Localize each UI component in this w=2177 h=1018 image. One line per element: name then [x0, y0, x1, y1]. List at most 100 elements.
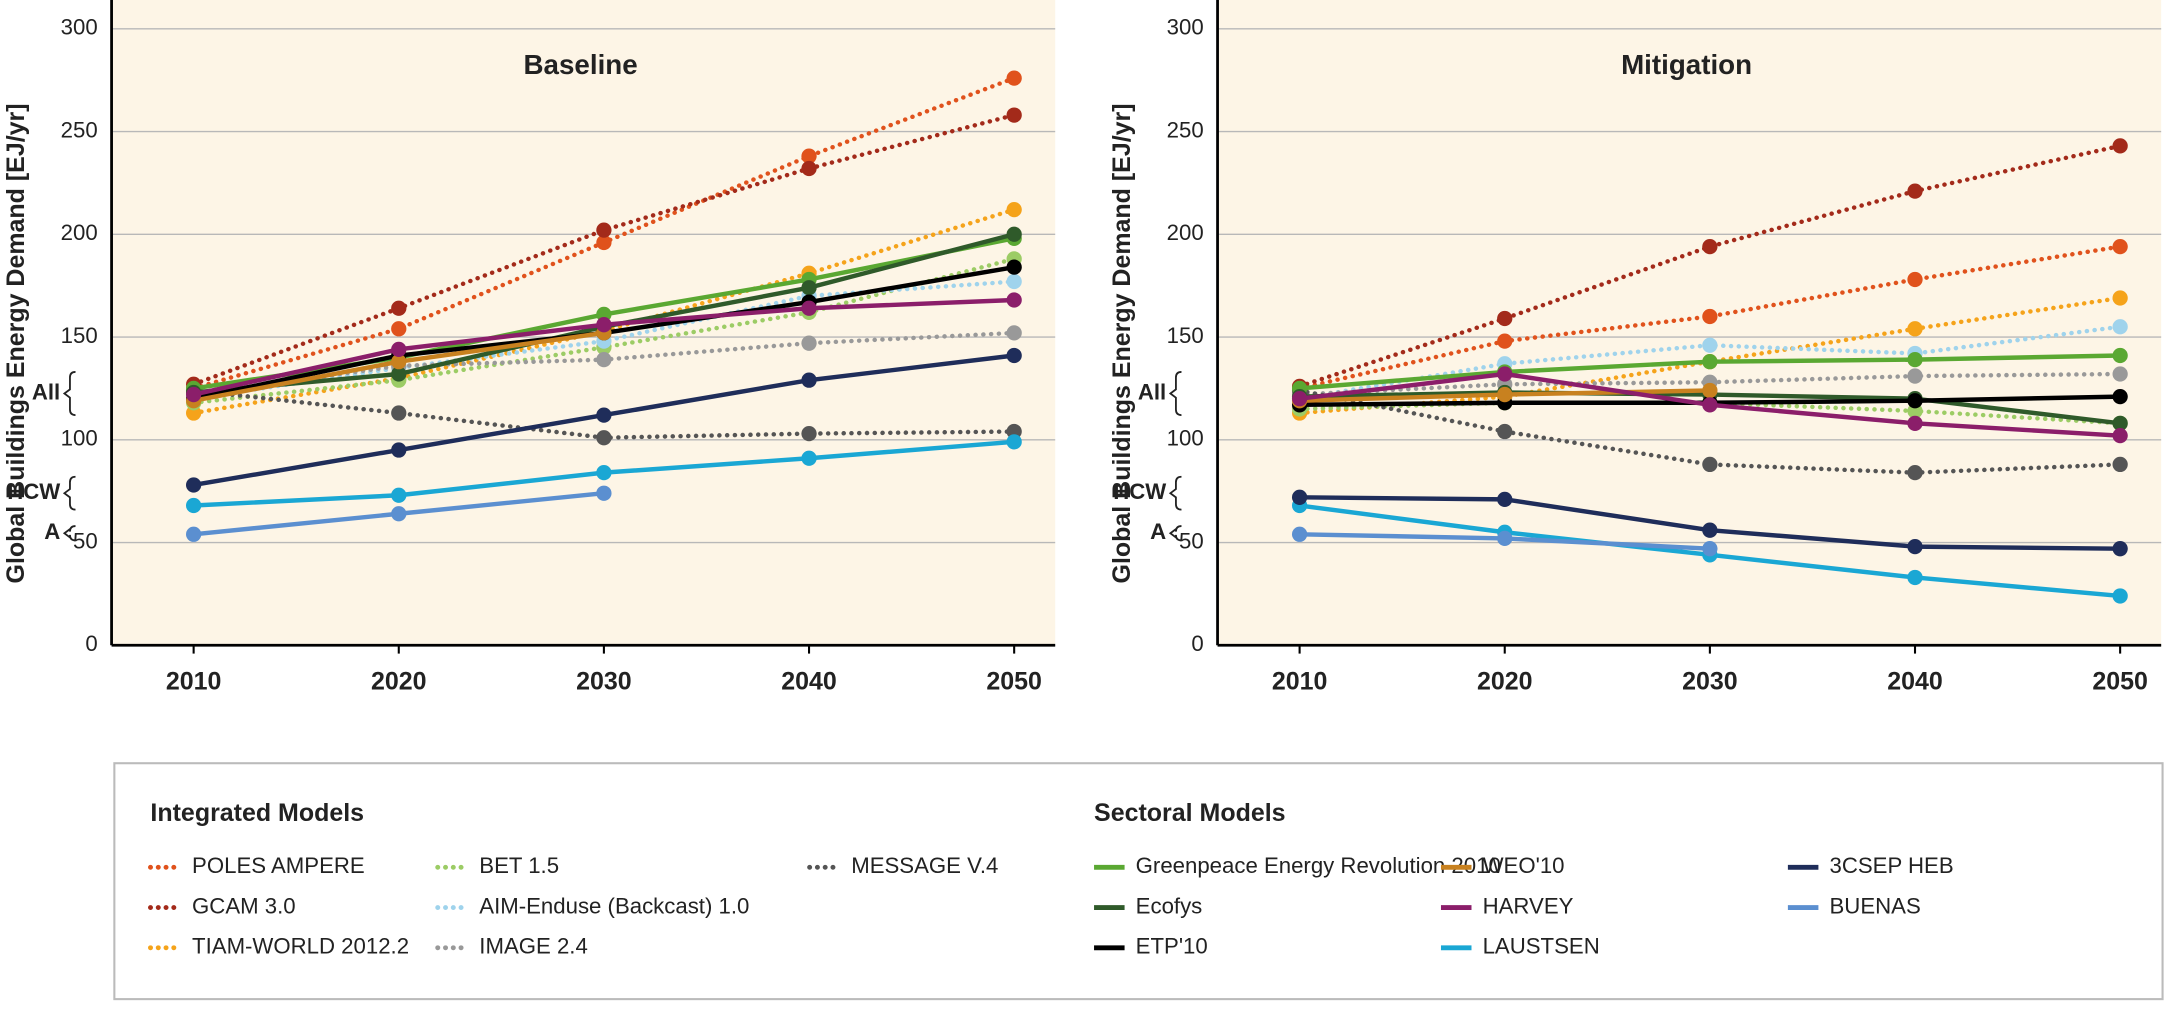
y-tick-label: 150: [61, 323, 98, 348]
data-point: [1497, 310, 1513, 327]
data-point: [1907, 393, 1923, 409]
data-point: [2112, 415, 2128, 431]
data-point: [2112, 319, 2128, 335]
data-point: [2112, 456, 2128, 473]
legend-label: IMAGE 2.4: [479, 934, 588, 959]
series-line: [1297, 388, 2123, 475]
x-tick-label: 2020: [371, 667, 427, 695]
data-point: [1702, 308, 1718, 325]
y-axis-label: Global Buildings Energy Demand [EJ/yr]: [2, 103, 30, 583]
legend-label: GCAM 3.0: [192, 893, 296, 918]
y-tick-label: 150: [1167, 323, 1204, 348]
y-tick-label: 250: [61, 117, 98, 142]
data-point: [1907, 351, 1923, 368]
data-point: [1497, 423, 1513, 440]
legend-label: ETP'10: [1136, 934, 1208, 959]
annotation-brace: [62, 475, 76, 511]
data-point: [801, 148, 817, 164]
data-point: [1907, 368, 1923, 384]
x-tick-label: 2050: [2092, 667, 2148, 695]
data-point: [1006, 434, 1022, 450]
data-point: [1497, 530, 1513, 547]
data-point: [1497, 491, 1513, 507]
data-point: [1702, 337, 1718, 353]
legend-label: AIM-Enduse (Backcast) 1.0: [479, 893, 749, 918]
data-point: [1907, 538, 1923, 555]
y-tick-label: 250: [1167, 117, 1204, 142]
annotation-brace: [1168, 525, 1182, 542]
chart-title: Mitigation: [1621, 49, 1752, 80]
legend-label: LAUSTSEN: [1483, 934, 1600, 959]
series-line: [191, 112, 1017, 387]
data-point: [801, 372, 817, 388]
data-point: [596, 465, 612, 481]
data-point: [801, 335, 817, 351]
legend-label: 3CSEP HEB: [1830, 853, 1954, 878]
data-point: [801, 425, 817, 442]
data-point: [2112, 366, 2128, 382]
y-tick-label: 300: [61, 15, 98, 40]
data-point: [2112, 238, 2128, 255]
x-tick-label: 2010: [166, 667, 222, 695]
x-tick-label: 2010: [1272, 667, 1328, 695]
legend-box: [113, 762, 2164, 1001]
data-point: [1497, 366, 1513, 382]
data-point: [391, 300, 407, 316]
y-tick-label: 100: [1167, 426, 1204, 451]
data-point: [596, 485, 612, 501]
data-point: [1006, 107, 1022, 123]
legend-group-title: Integrated Models: [150, 799, 364, 827]
data-point: [1006, 259, 1022, 275]
data-point: [1497, 386, 1513, 403]
data-point: [1006, 292, 1022, 308]
annotation: HCW: [7, 479, 60, 504]
data-point: [1907, 183, 1923, 199]
y-tick-label: 50: [1179, 528, 1204, 553]
data-point: [1006, 325, 1022, 341]
data-point: [1702, 456, 1718, 473]
data-point: [391, 341, 407, 357]
data-point: [596, 222, 612, 238]
data-point: [596, 430, 612, 446]
annotation-brace: [1168, 371, 1182, 417]
data-point: [1907, 321, 1923, 337]
data-point: [801, 160, 817, 177]
data-point: [2112, 290, 2128, 306]
data-point: [1907, 569, 1923, 586]
data-point: [391, 354, 407, 370]
legend-label: MESSAGE V.4: [851, 853, 998, 878]
data-point: [596, 351, 612, 368]
data-point: [186, 497, 202, 514]
data-point: [1907, 465, 1923, 481]
x-tick-label: 2040: [1887, 667, 1943, 695]
x-tick-label: 2020: [1477, 667, 1533, 695]
annotation-brace: [62, 525, 76, 542]
data-point: [801, 450, 817, 466]
data-point: [186, 477, 202, 493]
annotation: All: [1138, 379, 1166, 404]
data-point: [391, 506, 407, 522]
data-point: [1702, 354, 1718, 370]
data-point: [801, 280, 817, 296]
data-point: [1702, 238, 1718, 255]
data-point: [1006, 70, 1022, 86]
data-point: [2112, 428, 2128, 444]
legend-label: Ecofys: [1136, 893, 1203, 918]
data-point: [1291, 526, 1308, 542]
y-tick-label: 0: [85, 631, 97, 656]
annotation-brace: [1168, 475, 1182, 511]
legend-label: Greenpeace Energy Revolution 2010: [1136, 853, 1501, 878]
data-point: [2112, 588, 2128, 604]
x-tick-label: 2040: [781, 667, 837, 695]
data-point: [1291, 489, 1308, 505]
data-point: [596, 317, 612, 333]
data-point: [391, 321, 407, 337]
data-point: [391, 405, 407, 421]
y-axis-label: Global Buildings Energy Demand [EJ/yr]: [1108, 103, 1136, 583]
annotation-brace: [62, 371, 76, 417]
data-point: [1497, 333, 1513, 349]
legend-label: BET 1.5: [479, 853, 559, 878]
annotation: A: [44, 519, 60, 544]
data-point: [2112, 388, 2128, 405]
